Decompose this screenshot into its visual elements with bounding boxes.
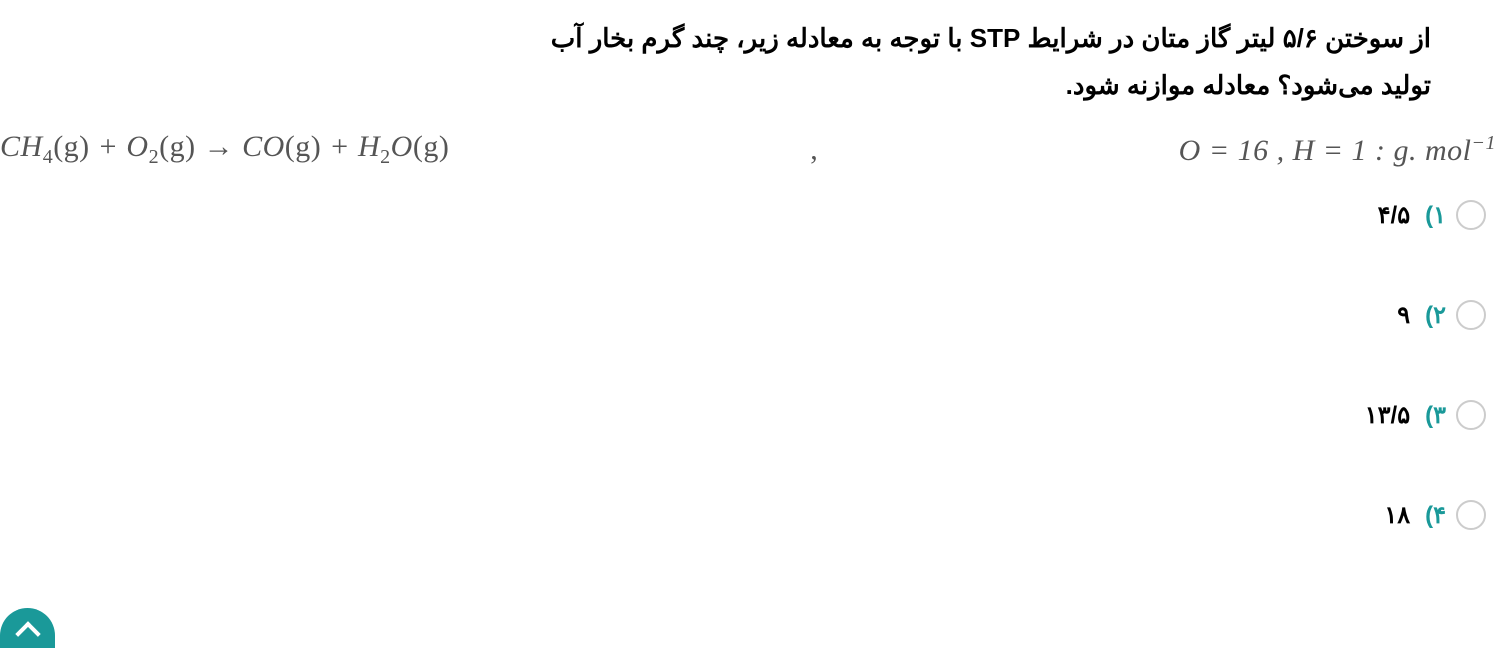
option-3[interactable]: ۳) ۱۳/۵ <box>1365 400 1486 430</box>
question-text: از سوختن ۵/۶ لیتر گاز متان در شرایط STP … <box>75 15 1431 109</box>
equation-comma: , <box>810 133 818 167</box>
option-number-1: ۱) <box>1425 201 1446 230</box>
radio-2[interactable] <box>1456 300 1486 330</box>
question-line2: تولید می‌شود؟ معادله موازنه شود. <box>1066 70 1431 100</box>
option-number-4: ۴) <box>1425 501 1446 530</box>
option-number-2: ۲) <box>1425 301 1446 330</box>
radio-4[interactable] <box>1456 500 1486 530</box>
chemical-equation: CH4(g) + O2(g) → CO(g) + H2O(g) <box>0 130 449 169</box>
option-2[interactable]: ۲) ۹ <box>1365 300 1486 330</box>
options-list: ۱) ۴/۵ ۲) ۹ ۳) ۱۳/۵ ۴) ۱۸ <box>1365 200 1486 600</box>
option-value-4: ۱۸ <box>1384 501 1410 530</box>
chevron-up-icon <box>15 621 40 646</box>
option-4[interactable]: ۴) ۱۸ <box>1365 500 1486 530</box>
molar-masses: O = 16 , H = 1 : g. mol−1 <box>1179 132 1496 168</box>
radio-1[interactable] <box>1456 200 1486 230</box>
option-value-3: ۱۳/۵ <box>1365 401 1410 430</box>
radio-3[interactable] <box>1456 400 1486 430</box>
option-number-3: ۳) <box>1425 401 1446 430</box>
question-line1: از سوختن ۵/۶ لیتر گاز متان در شرایط STP … <box>551 23 1431 53</box>
option-1[interactable]: ۱) ۴/۵ <box>1365 200 1486 230</box>
option-value-1: ۴/۵ <box>1378 201 1410 230</box>
equation-row: CH4(g) + O2(g) → CO(g) + H2O(g) , O = 16… <box>0 130 1506 169</box>
scroll-top-button[interactable] <box>0 608 55 648</box>
option-value-2: ۹ <box>1397 301 1410 330</box>
